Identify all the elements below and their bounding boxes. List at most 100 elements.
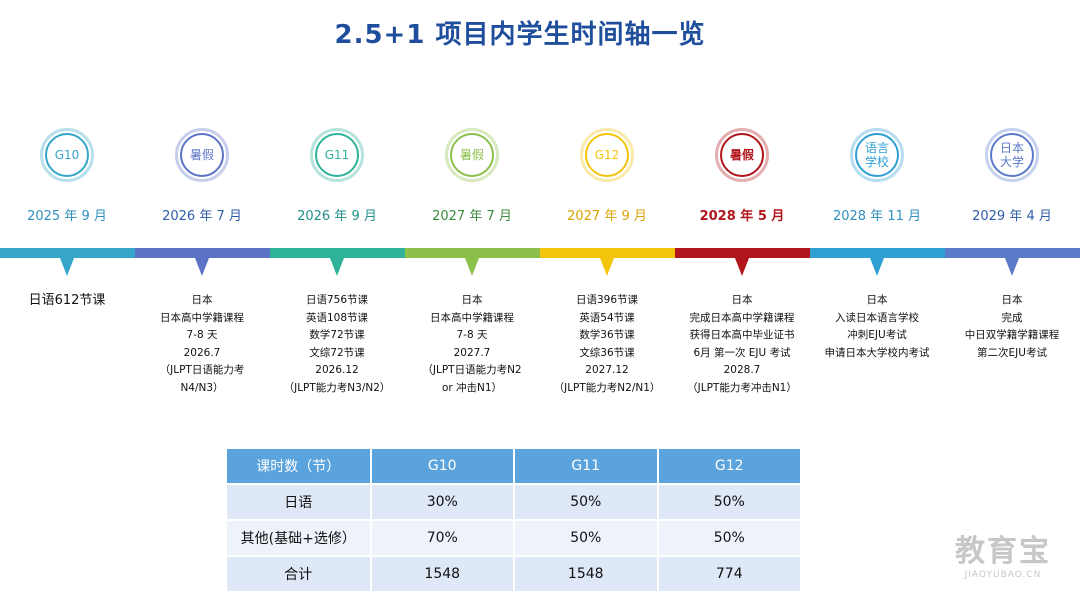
timeline-badge: G12: [580, 128, 634, 182]
table-header-cell: G11: [514, 449, 659, 484]
description-line: 2026.12: [315, 364, 359, 376]
description-line: 日本高中学籍课程: [430, 311, 514, 324]
badge-border: [45, 133, 89, 177]
timeline-bar-segment: [135, 248, 270, 258]
table-cell: 1548: [514, 555, 659, 591]
description-line: 日本: [731, 294, 753, 306]
timeline-badge: 语言 学校: [850, 128, 904, 182]
description-line: （JLPT能力考冲击N1）: [687, 381, 797, 394]
badge-border: [315, 133, 359, 177]
description-line: 日语612节课: [28, 293, 106, 308]
table-row: 其他(基础+选修） 70% 50% 50%: [227, 519, 802, 556]
table-header-cell: 课时数（节）: [227, 449, 372, 484]
description-line: 7-8 天: [186, 329, 218, 341]
timeline-date: 2028 年 5 月: [699, 209, 785, 224]
description-line: 英语108节课: [305, 311, 369, 324]
hours-table: 课时数（节） G10 G11 G12 日语 30% 50% 50% 其他(基础+…: [227, 449, 802, 591]
badge-ring: [445, 128, 499, 182]
badge-border: [990, 133, 1034, 177]
watermark-text: 教育宝: [955, 534, 1051, 569]
description-line: 英语54节课: [579, 311, 635, 324]
description-line: 完成日本高中学籍课程: [689, 311, 795, 324]
table-cell: 1548: [370, 555, 515, 591]
badge-ring: [310, 128, 364, 182]
description-line: N4/N3）: [180, 381, 224, 394]
timeline-date: 2026 年 7 月: [162, 209, 242, 224]
timeline-description: 日本 入读日本语言学校 冲刺EJU考试 申请日本大学校内考试: [807, 292, 947, 362]
timeline-description: 日本 完成 中日双学籍学籍课程 第二次EJU考试: [942, 292, 1080, 362]
table-cell: 50%: [514, 519, 659, 556]
description-line: or 冲击N1）: [441, 381, 503, 394]
badge-label: G10: [54, 148, 80, 162]
timeline-pointer: [735, 258, 749, 276]
timeline-badge: 暑假: [445, 128, 499, 182]
timeline-description: 日语612节课: [0, 292, 137, 310]
timeline-pointer: [870, 258, 884, 276]
timeline: G10 2025 年 9 月日语612节课 暑假 2026 年 7 月日本 日本高中学籍…: [0, 128, 1080, 397]
table-header-cell: G12: [657, 449, 802, 484]
timeline-description: 日本 完成日本高中学籍课程 获得日本高中毕业证书 6月 第一次 EJU 考试 2028.…: [672, 292, 812, 397]
table-cell: 50%: [514, 483, 659, 520]
table-cell: 合计: [227, 555, 372, 591]
description-line: （JLPT日语能力考: [159, 364, 245, 376]
description-line: 日本高中学籍课程: [160, 311, 244, 324]
description-line: 第二次EJU考试: [977, 346, 1047, 359]
watermark-logo: 教育宝 JIAOYUBAO.CN: [948, 534, 1058, 580]
table-row: 合计 1548 1548 774: [227, 555, 802, 591]
description-line: 日本: [461, 294, 483, 306]
description-line: 6月 第一次 EJU 考试: [693, 346, 791, 359]
badge-border: [720, 133, 764, 177]
description-line: 中日双学籍学籍课程: [964, 329, 1060, 341]
description-line: 日本: [1001, 294, 1023, 306]
description-line: （JLPT能力考N2/N1）: [553, 381, 661, 394]
table-cell: 日语: [227, 483, 372, 520]
timeline-bar-segment: [0, 248, 135, 258]
timeline-bar-segment: [945, 248, 1080, 258]
description-line: 日本: [191, 294, 213, 306]
timeline-date: 2027 年 9 月: [567, 209, 647, 224]
timeline-bar-segment: [270, 248, 405, 258]
timeline-pointer: [330, 258, 344, 276]
badge-ring: [715, 128, 769, 182]
timeline-description: 日本 日本高中学籍课程 7-8 天 2027.7 （JLPT日语能力考N2 or 冲击N1…: [402, 292, 542, 397]
table-header-cell: G10: [370, 449, 515, 484]
badge-ring: [985, 128, 1039, 182]
description-line: 2027.7: [453, 346, 491, 359]
description-line: 2026.7: [183, 346, 221, 359]
timeline-badge: G11: [310, 128, 364, 182]
description-line: 文综72节课: [309, 346, 365, 359]
badge-label: 暑假: [729, 148, 754, 162]
table-header-row: 课时数（节） G10 G11 G12: [227, 449, 802, 484]
description-line: 入读日本语言学校: [835, 311, 919, 324]
badge-border: [180, 133, 224, 177]
timeline-date: 2029 年 4 月: [972, 209, 1052, 224]
badge-label: 暑假: [189, 148, 214, 162]
timeline-pointer: [60, 258, 74, 276]
timeline-badge: 日本 大学: [985, 128, 1039, 182]
badge-ring: [850, 128, 904, 182]
description-line: 文综36节课: [579, 346, 635, 359]
badge-label: 语言 学校: [864, 141, 889, 169]
table-row: 日语 30% 50% 50%: [227, 483, 802, 520]
badge-label: G11: [324, 148, 350, 162]
description-line: 2027.12: [585, 364, 629, 376]
badge-ring: [175, 128, 229, 182]
timeline-bar-segment: [405, 248, 540, 258]
badge-ring: [580, 128, 634, 182]
timeline-description: 日语396节课 英语54节课 数学36节课 文综36节课 2027.12 （JLPT能力考…: [537, 292, 677, 397]
badge-border: [450, 133, 494, 177]
timeline-pointer: [465, 258, 479, 276]
timeline-description: 日本日本高中学籍课程 7-8 天 2026.7 （JLPT日语能力考 N4/N3）: [132, 292, 272, 397]
timeline-badge: 暑假: [715, 128, 769, 182]
badge-border: [585, 133, 629, 177]
description-line: 日语396节课: [575, 294, 639, 306]
timeline-description: 日语756节课 英语108节课 数学72节课 文综72节课 2026.12 （JLPT能力…: [267, 292, 407, 397]
timeline-pointer: [1005, 258, 1019, 276]
timeline-badge: G10: [40, 128, 94, 182]
timeline-bar-segment: [540, 248, 675, 258]
table-cell: 70%: [370, 519, 515, 556]
description-line: （JLPT日语能力考N2: [422, 364, 522, 376]
description-line: 数学36节课: [579, 329, 635, 341]
timeline-date: 2026 年 9 月: [297, 209, 377, 224]
description-line: 日本: [866, 294, 888, 306]
